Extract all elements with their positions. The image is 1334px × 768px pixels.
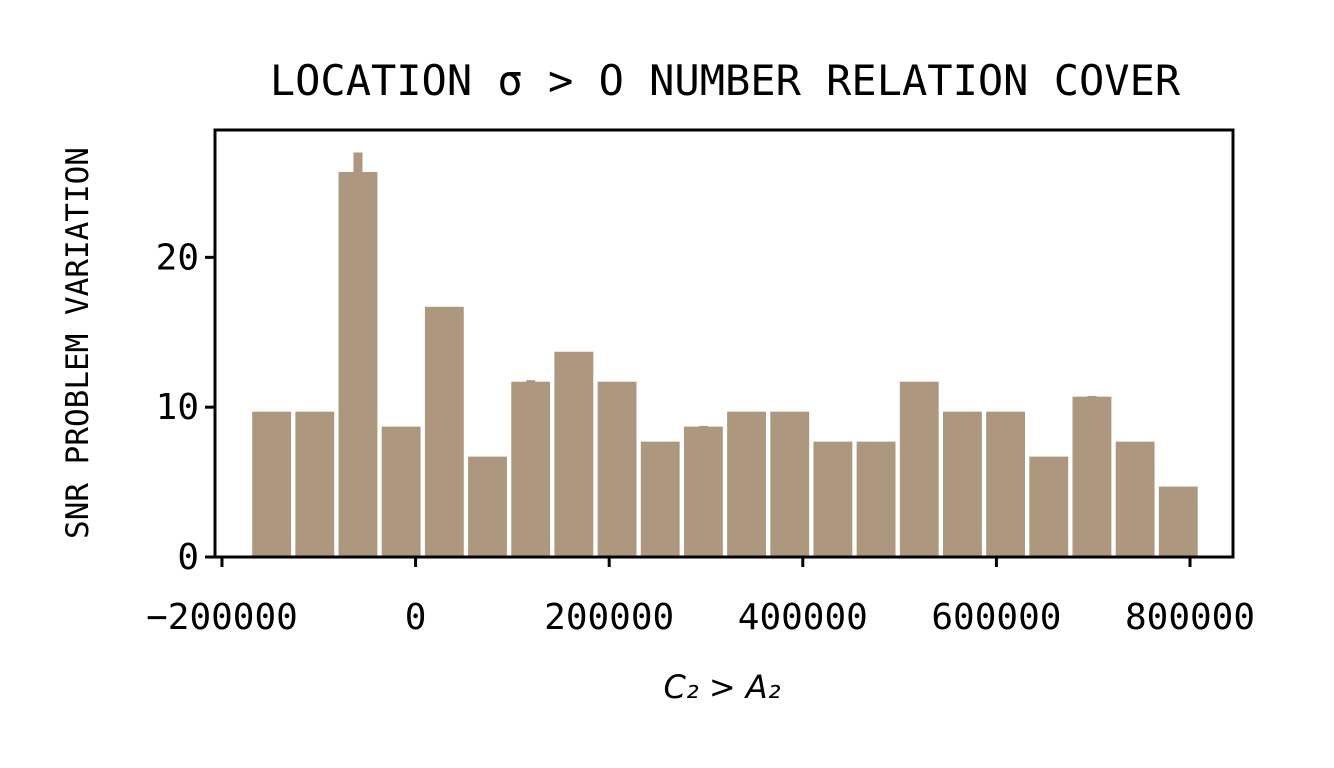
x-tick-label: 800000: [1125, 597, 1255, 638]
bar: [986, 411, 1026, 557]
bar: [770, 411, 810, 557]
bar: [295, 411, 335, 557]
x-tick-label: 200000: [544, 597, 674, 638]
x-axis-label: C₂ > A₂: [663, 668, 780, 706]
bar: [683, 426, 723, 557]
plot-frame: [213, 128, 1235, 559]
x-tick-label: 0: [405, 597, 427, 638]
y-tick-label: 20: [156, 237, 199, 278]
bar: [856, 441, 896, 557]
bar: [813, 441, 853, 557]
bar: [899, 381, 939, 557]
bar: [597, 381, 637, 557]
chart-title: LOCATION σ > O NUMBER RELATION COVER: [270, 56, 1181, 105]
bar: [943, 411, 982, 557]
bar: [381, 426, 421, 557]
bar: [1158, 486, 1198, 557]
bar: [1029, 456, 1069, 557]
y-tick-label: 10: [156, 387, 199, 428]
bar: [640, 441, 680, 557]
bar: [1115, 441, 1155, 557]
x-tick-label: 600000: [931, 597, 1061, 638]
bar: [338, 171, 378, 558]
bar: [554, 351, 594, 557]
x-tick-label: −200000: [146, 597, 298, 638]
bar: [511, 381, 551, 557]
bar: [1072, 396, 1112, 557]
y-axis-label: SNR PROBLEM VARIATION: [60, 147, 96, 539]
x-tick-label: 400000: [738, 597, 868, 638]
y-tick-label: 0: [177, 537, 199, 578]
bar: [727, 411, 766, 557]
bar: [252, 411, 292, 557]
bar: [424, 306, 464, 557]
bar: [468, 456, 507, 557]
